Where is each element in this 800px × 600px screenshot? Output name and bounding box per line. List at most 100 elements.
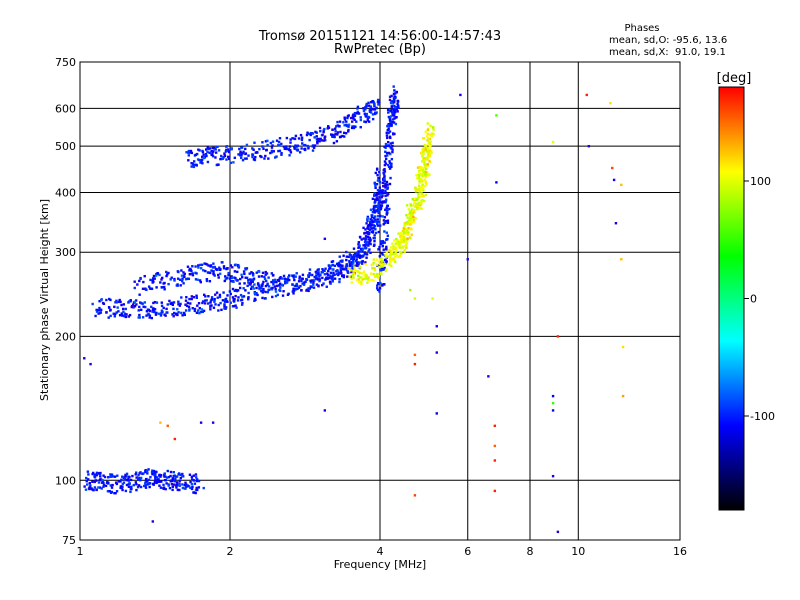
- data-point: [387, 115, 391, 119]
- data-point: [260, 155, 263, 159]
- data-point: [493, 444, 497, 448]
- data-point: [85, 476, 88, 480]
- data-point: [255, 286, 258, 290]
- data-point: [244, 289, 247, 292]
- data-point: [396, 254, 399, 257]
- data-point: [349, 275, 353, 278]
- data-point: [243, 157, 247, 160]
- data-point: [363, 243, 367, 247]
- data-point: [284, 146, 288, 149]
- data-point: [178, 304, 182, 307]
- data-point: [318, 279, 321, 283]
- data-point: [379, 224, 382, 227]
- data-point: [318, 278, 321, 281]
- data-point: [216, 296, 219, 299]
- y-tick-label: 200: [55, 330, 76, 343]
- data-point: [384, 162, 388, 165]
- data-point: [255, 292, 258, 295]
- data-point: [152, 483, 155, 486]
- data-point: [293, 278, 296, 282]
- data-point: [147, 312, 150, 316]
- data-point: [326, 273, 330, 277]
- data-point: [276, 278, 280, 282]
- data-point: [338, 255, 341, 258]
- data-point: [372, 258, 376, 261]
- data-point: [182, 282, 185, 285]
- data-point: [356, 253, 359, 256]
- data-point: [137, 478, 140, 482]
- data-point: [192, 474, 195, 477]
- data-point: [214, 151, 218, 154]
- data-point: [212, 266, 216, 269]
- data-point: [373, 182, 376, 185]
- data-point: [188, 309, 191, 312]
- data-point: [150, 305, 153, 309]
- data-point: [322, 282, 325, 285]
- stats-o-line: mean, sd,O: -95.6, 13.6: [609, 35, 727, 46]
- data-point: [353, 114, 357, 118]
- data-point: [265, 279, 268, 283]
- data-point: [171, 477, 174, 481]
- data-point: [387, 151, 391, 155]
- data-point: [155, 301, 159, 304]
- data-point: [123, 312, 127, 315]
- data-point: [396, 110, 399, 113]
- data-point: [298, 275, 301, 278]
- data-point: [106, 480, 109, 484]
- data-point: [435, 325, 438, 328]
- data-point: [294, 144, 297, 147]
- data-point: [375, 167, 379, 170]
- data-point: [334, 130, 337, 133]
- data-point: [171, 479, 174, 483]
- data-point: [355, 264, 359, 267]
- data-point: [210, 298, 214, 301]
- data-point: [412, 215, 415, 219]
- data-point: [172, 307, 175, 311]
- data-point: [181, 486, 185, 490]
- data-point: [362, 270, 366, 273]
- data-point: [375, 287, 379, 290]
- data-point: [260, 284, 263, 287]
- data-point: [391, 242, 394, 245]
- data-point: [193, 482, 197, 485]
- data-point: [369, 225, 372, 229]
- data-point: [393, 258, 396, 262]
- data-point: [211, 146, 214, 150]
- data-point: [121, 307, 125, 311]
- data-point: [411, 209, 415, 212]
- data-point: [347, 255, 350, 259]
- data-point: [347, 114, 350, 117]
- data-point: [371, 210, 375, 214]
- data-point: [202, 269, 205, 272]
- data-point: [159, 474, 163, 477]
- data-point: [352, 257, 356, 261]
- data-point: [203, 302, 207, 305]
- data-point: [373, 268, 377, 272]
- data-point: [132, 306, 135, 309]
- data-point: [417, 177, 421, 180]
- data-point: [400, 251, 403, 255]
- data-point: [385, 144, 388, 148]
- data-point: [180, 274, 184, 277]
- data-point: [155, 481, 158, 485]
- data-point: [350, 261, 354, 264]
- data-point: [190, 475, 194, 479]
- data-point: [404, 221, 407, 225]
- data-point: [241, 158, 245, 162]
- data-point: [353, 125, 356, 128]
- data-point: [125, 483, 129, 487]
- data-point: [391, 148, 394, 151]
- x-axis-label: Frequency [MHz]: [334, 558, 426, 571]
- data-point: [218, 266, 221, 269]
- data-point: [210, 269, 213, 272]
- data-point: [372, 261, 375, 265]
- data-point: [144, 486, 148, 489]
- data-point: [393, 132, 396, 136]
- data-point: [180, 296, 183, 299]
- data-point: [208, 280, 212, 283]
- data-point: [264, 270, 267, 274]
- data-point: [174, 477, 177, 480]
- data-point: [269, 151, 272, 155]
- data-point: [113, 305, 116, 309]
